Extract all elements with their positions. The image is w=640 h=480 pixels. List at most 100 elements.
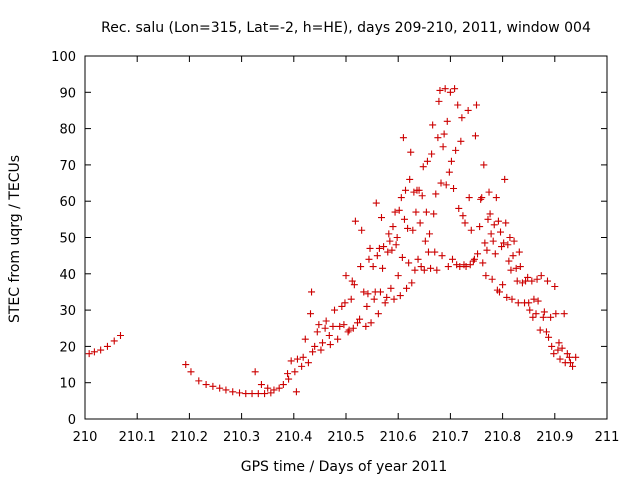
data-point (481, 239, 489, 247)
data-point (90, 348, 98, 356)
data-point (85, 350, 93, 358)
data-point (429, 121, 437, 129)
data-point (400, 215, 408, 223)
data-point (389, 223, 397, 231)
data-point (338, 302, 346, 310)
data-point (103, 342, 111, 350)
data-point (395, 206, 403, 214)
data-point (473, 101, 480, 109)
x-tick-label: 210.2 (171, 430, 208, 445)
data-point (326, 341, 334, 349)
data-point (545, 333, 553, 341)
data-point (410, 188, 418, 196)
data-point (502, 219, 510, 227)
data-point (415, 186, 423, 194)
data-point (526, 306, 534, 314)
data-point (455, 204, 463, 212)
data-point (298, 362, 306, 370)
data-point (369, 263, 377, 271)
data-point (419, 163, 427, 171)
data-point (388, 246, 396, 254)
data-point (377, 214, 385, 222)
data-point (426, 230, 434, 238)
data-point (465, 194, 473, 202)
data-point (380, 243, 388, 251)
data-point (433, 266, 441, 274)
data-point (394, 272, 402, 280)
data-point (548, 342, 556, 350)
data-point (547, 313, 555, 321)
data-point (379, 264, 387, 272)
data-point (428, 150, 436, 158)
data-point (552, 310, 560, 318)
data-point (537, 272, 545, 280)
data-point (187, 368, 195, 376)
data-point (434, 134, 442, 142)
y-tick-label: 90 (59, 86, 76, 101)
data-point (485, 188, 493, 196)
data-point (309, 348, 317, 356)
data-point (490, 221, 498, 229)
data-point (416, 219, 424, 227)
data-point (390, 295, 398, 303)
data-point (509, 252, 517, 260)
x-tick-label: 210.8 (484, 430, 521, 445)
data-point (349, 324, 357, 332)
data-point (451, 85, 459, 93)
data-point (209, 382, 217, 390)
data-point (499, 281, 507, 289)
data-point (420, 266, 428, 274)
data-point (558, 344, 566, 352)
data-point (437, 179, 445, 187)
data-point (405, 259, 413, 267)
data-point (403, 284, 411, 292)
data-point (436, 86, 444, 94)
data-point (182, 361, 190, 369)
data-point (325, 332, 333, 340)
y-tick-label: 30 (59, 304, 76, 319)
data-point (431, 248, 439, 256)
data-point (317, 346, 325, 354)
data-point (301, 335, 309, 343)
data-point (448, 255, 456, 263)
data-point (469, 257, 477, 265)
data-point (287, 357, 295, 365)
data-point (195, 377, 203, 385)
data-point (497, 228, 505, 236)
data-point (503, 293, 511, 301)
data-point (533, 275, 541, 283)
data-point (453, 261, 461, 269)
data-point (482, 272, 490, 280)
data-point (464, 106, 472, 114)
data-point (474, 250, 482, 258)
data-point (528, 277, 536, 285)
data-point (341, 299, 349, 307)
data-point (507, 266, 515, 274)
data-point (348, 277, 356, 285)
x-tick-label: 210.4 (275, 430, 312, 445)
data-point (299, 353, 307, 361)
data-point (505, 257, 513, 265)
data-point (508, 295, 516, 303)
data-point (385, 230, 393, 238)
data-point (532, 310, 540, 318)
data-point (542, 328, 550, 336)
data-point (495, 288, 503, 296)
data-point (524, 273, 532, 281)
data-point (432, 190, 440, 198)
data-point (514, 299, 522, 307)
axis-ticks (84, 55, 608, 420)
data-point (344, 328, 352, 336)
data-point (444, 263, 452, 271)
data-point (396, 292, 404, 300)
data-point (340, 321, 348, 329)
data-point (462, 263, 470, 271)
data-point (512, 264, 520, 272)
data-point (492, 194, 500, 202)
data-point (261, 390, 269, 398)
data-point (446, 88, 454, 96)
data-point (279, 381, 287, 389)
data-point (487, 230, 495, 238)
data-point (569, 362, 577, 370)
